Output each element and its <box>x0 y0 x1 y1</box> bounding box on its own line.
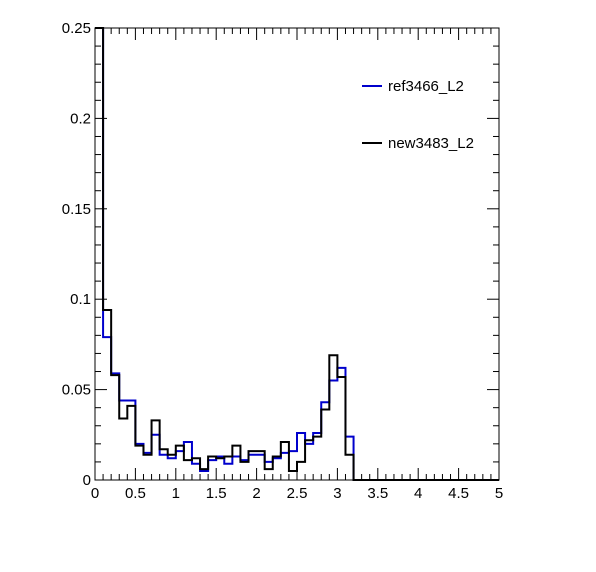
y-tick-label: 0.2 <box>70 110 91 127</box>
y-tick-label: 0.25 <box>62 20 91 37</box>
y-tick-label: 0 <box>83 472 91 489</box>
legend-label-new: new3483_L2 <box>388 135 474 152</box>
x-tick-label: 3.5 <box>367 485 388 502</box>
x-tick-label: 2.5 <box>287 485 308 502</box>
x-tick-label: 1.5 <box>206 485 227 502</box>
x-tick-label: 4 <box>414 485 422 502</box>
legend-box <box>356 60 484 170</box>
legend: ref3466_L2 new3483_L2 <box>356 60 484 170</box>
x-tick-label: 0.5 <box>125 485 146 502</box>
y-tick-label: 0.05 <box>62 382 91 399</box>
x-tick-label: 0 <box>91 485 99 502</box>
legend-label-ref: ref3466_L2 <box>388 78 464 95</box>
y-tick-label: 0.1 <box>70 291 91 308</box>
x-tick-label: 1 <box>172 485 180 502</box>
y-tick-label: 0.15 <box>62 201 91 218</box>
x-tick-label: 2 <box>252 485 260 502</box>
x-tick-label: 5 <box>495 485 503 502</box>
x-tick-label: 4.5 <box>448 485 469 502</box>
axis-layer: 0 0.5 1 1.5 2 2.5 3 3.5 4 4.5 5 0 0.05 0.1 0.15 0.2 0.25 <box>62 20 503 502</box>
x-tick-label: 3 <box>333 485 341 502</box>
